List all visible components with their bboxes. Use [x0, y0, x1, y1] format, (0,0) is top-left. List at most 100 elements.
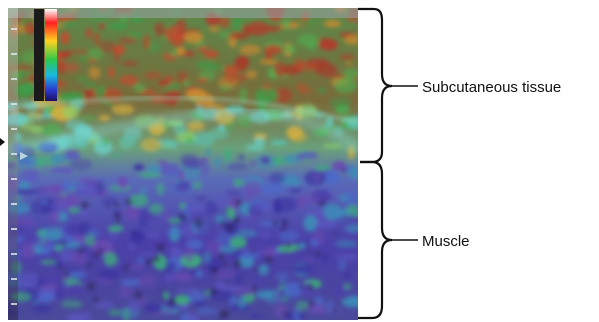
tissue-texture-blob — [84, 27, 93, 39]
depth-tick — [11, 278, 17, 280]
muscle-bracket — [358, 160, 393, 320]
tissue-texture-blob — [79, 115, 97, 122]
tissue-texture-blob — [238, 154, 245, 161]
tissue-texture-blob — [111, 153, 122, 158]
tissue-texture-blob — [98, 115, 111, 121]
depth-tick — [11, 103, 17, 105]
tissue-texture-blob — [274, 87, 292, 103]
tissue-texture-blob — [71, 49, 89, 55]
tissue-speckle — [77, 247, 85, 254]
tissue-texture-blob — [108, 225, 124, 232]
tissue-texture-blob — [203, 200, 218, 216]
depth-tick — [11, 178, 17, 180]
tissue-texture-blob — [38, 292, 55, 303]
tissue-texture-blob — [128, 32, 143, 37]
tissue-texture-blob — [344, 224, 358, 233]
tissue-texture-blob — [173, 123, 187, 135]
tissue-texture-blob — [187, 121, 205, 131]
tissue-texture-blob — [196, 307, 218, 316]
tissue-speckle — [127, 262, 131, 267]
tissue-speckle — [152, 254, 161, 263]
tissue-texture-blob — [69, 158, 93, 171]
tissue-texture-blob — [248, 313, 265, 318]
tissue-texture-blob — [333, 282, 346, 297]
tissue-texture-blob — [88, 48, 103, 61]
tissue-texture-blob — [334, 239, 358, 248]
tissue-texture-blob — [112, 44, 126, 55]
tissue-texture-blob — [69, 207, 80, 214]
tissue-speckle — [286, 243, 292, 249]
tissue-texture-blob — [27, 110, 38, 123]
tissue-texture-blob — [148, 203, 164, 215]
tissue-texture-blob — [18, 272, 39, 288]
tissue-texture-blob — [88, 66, 101, 79]
tissue-texture-blob — [288, 187, 303, 193]
tissue-texture-blob — [41, 200, 48, 205]
tissue-texture-blob — [287, 243, 302, 251]
tissue-texture-blob — [14, 69, 33, 78]
tissue-texture-blob — [80, 208, 91, 217]
tissue-speckle — [61, 241, 66, 246]
tissue-speckle — [232, 217, 239, 224]
tissue-texture-blob — [41, 123, 62, 137]
tissue-texture-blob — [156, 182, 165, 196]
tissue-texture-blob — [236, 113, 253, 128]
tissue-texture-blob — [315, 165, 330, 171]
tissue-texture-blob — [233, 178, 244, 187]
tissue-texture-blob — [214, 197, 228, 206]
tissue-texture-blob — [68, 283, 83, 295]
tissue-speckle — [253, 267, 259, 272]
tissue-texture-blob — [111, 104, 135, 115]
tissue-texture-blob — [226, 162, 249, 171]
tissue-texture-blob — [66, 50, 73, 55]
tissue-texture-blob — [119, 75, 139, 86]
tissue-texture-blob — [95, 85, 106, 97]
tissue-texture-blob — [14, 83, 35, 99]
tissue-speckle — [225, 208, 229, 212]
tissue-texture-blob — [120, 279, 141, 287]
tissue-speckle — [305, 242, 310, 246]
tissue-texture-blob — [239, 44, 261, 55]
tissue-texture-blob — [205, 104, 225, 110]
tissue-texture-blob — [322, 143, 343, 149]
tissue-texture-blob — [60, 62, 79, 73]
tissue-texture-blob — [323, 19, 342, 28]
tissue-texture-blob — [148, 41, 160, 52]
tissue-texture-blob — [278, 230, 299, 242]
tissue-speckle — [156, 243, 165, 252]
tissue-texture-blob — [108, 66, 115, 79]
tissue-speckle — [209, 287, 218, 296]
tissue-texture-blob — [250, 275, 267, 287]
tissue-texture-blob — [293, 307, 300, 320]
tissue-texture-blob — [319, 38, 338, 51]
tissue-texture-blob — [286, 195, 301, 211]
tissue-texture-blob — [283, 282, 303, 298]
tissue-texture-blob — [286, 125, 303, 139]
tissue-speckle — [80, 200, 90, 210]
tissue-speckle — [115, 218, 121, 224]
tissue-texture-blob — [158, 163, 180, 176]
tissue-texture-blob — [338, 53, 356, 60]
tissue-texture-blob — [199, 161, 210, 176]
tissue-texture-blob — [325, 116, 334, 128]
tissue-texture-blob — [94, 301, 114, 309]
tissue-texture-blob — [31, 236, 54, 248]
tissue-texture-blob — [310, 238, 319, 247]
tissue-texture-blob — [234, 229, 258, 238]
tissue-texture-blob — [165, 273, 174, 284]
tissue-texture-blob — [224, 148, 232, 163]
tissue-texture-blob — [49, 200, 72, 211]
tissue-texture-blob — [273, 62, 286, 78]
tissue-texture-blob — [299, 242, 306, 249]
tissue-speckle — [87, 262, 93, 268]
tissue-texture-blob — [65, 119, 85, 131]
tissue-speckle — [271, 220, 278, 227]
ultrasound-image — [8, 8, 358, 320]
tissue-texture-blob — [66, 313, 86, 320]
tissue-speckle — [210, 266, 219, 275]
tissue-texture-blob — [60, 31, 70, 45]
tissue-texture-blob — [128, 264, 144, 270]
tissue-texture-blob — [264, 45, 282, 55]
tissue-texture-blob — [158, 80, 169, 87]
